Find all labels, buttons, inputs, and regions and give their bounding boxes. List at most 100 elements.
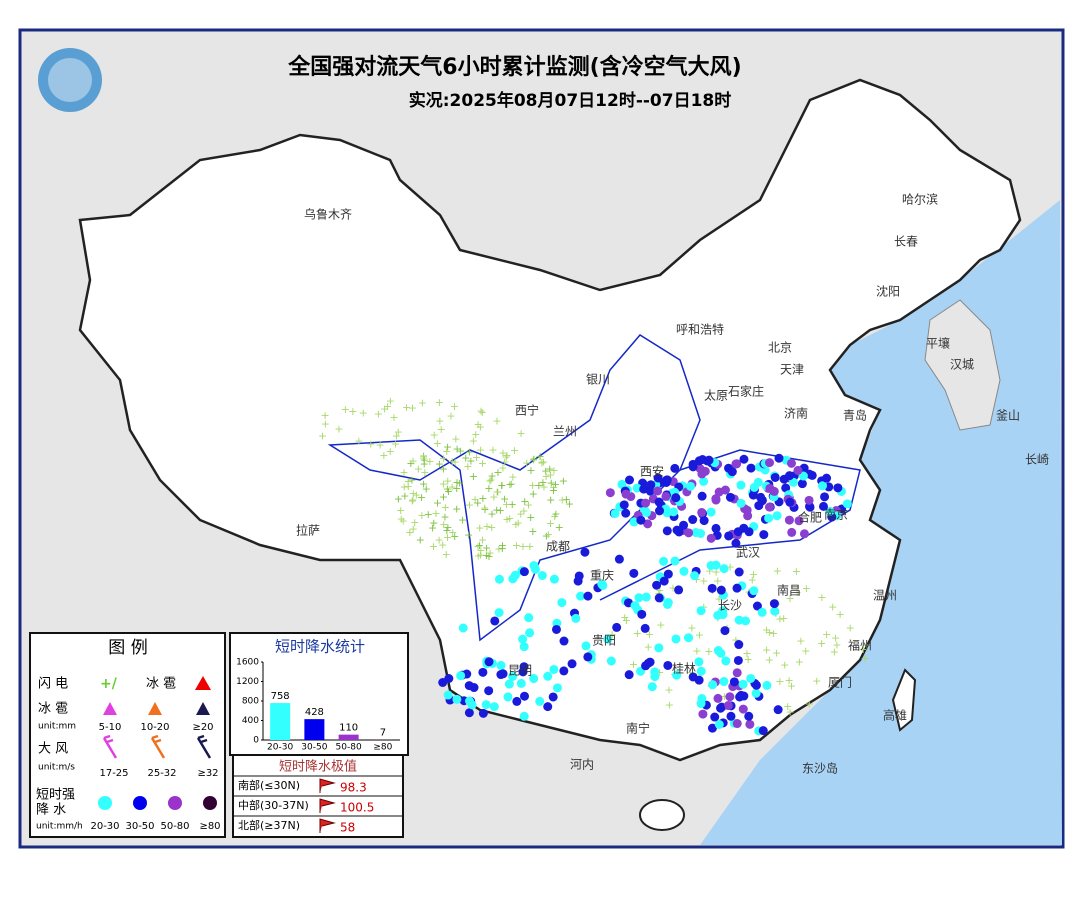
lightning: + — [633, 627, 642, 640]
rain-dot — [652, 581, 661, 590]
rain-dot — [641, 661, 650, 670]
rain-dot — [697, 699, 706, 708]
chart-title: 短时降水统计 — [275, 638, 365, 656]
extreme-value: 100.5 — [340, 801, 374, 815]
lightning: + — [551, 507, 560, 520]
rain-dot — [749, 586, 758, 595]
lightning: + — [476, 443, 485, 456]
lightning: + — [464, 528, 473, 541]
rain-dot — [637, 610, 646, 619]
rain-dot — [622, 490, 631, 499]
legend-class: ≥32 — [197, 768, 218, 779]
rain-dot — [793, 466, 802, 475]
place-label: 长崎 — [1025, 453, 1049, 467]
rain-dot — [734, 640, 743, 649]
rain-dot — [499, 669, 508, 678]
lightning: + — [518, 540, 527, 553]
rain-dot — [737, 499, 746, 508]
rain-dot — [495, 608, 504, 617]
rain-dot — [568, 659, 577, 668]
rain-dot — [749, 491, 758, 500]
rain-dot — [818, 481, 827, 490]
place-label: 厦门 — [828, 675, 852, 690]
place-label: 福州 — [848, 638, 872, 653]
lightning-symbol: +/ — [100, 676, 118, 692]
place-label: 太原 — [704, 388, 728, 403]
lightning: + — [786, 705, 795, 718]
rain-dot — [726, 712, 735, 721]
rain-dot — [655, 498, 664, 507]
rain-dot — [736, 481, 745, 490]
lightning: + — [435, 396, 444, 409]
rain-symbol — [98, 796, 112, 810]
lightning: + — [620, 611, 629, 624]
rain-dot — [662, 478, 671, 487]
lightning: + — [420, 454, 429, 467]
lightning: + — [817, 591, 826, 604]
place-label: 昆明 — [508, 664, 532, 678]
legend-class: 30-50 — [125, 821, 154, 832]
rain-symbol — [168, 796, 182, 810]
lightning: + — [664, 684, 673, 697]
rain-dot — [787, 528, 796, 537]
rain-dot — [712, 524, 721, 533]
title: 全国强对流天气6小时累计监测(含冷空气大风) — [287, 54, 741, 80]
place-label: 北京 — [768, 341, 792, 355]
rain-dot — [688, 515, 697, 524]
rain-dot — [745, 720, 754, 729]
rain-dot — [697, 667, 706, 676]
lightning: + — [487, 470, 496, 483]
rain-dot — [675, 527, 684, 536]
rain-dot — [508, 574, 517, 583]
lightning: + — [502, 498, 511, 511]
rain-dot — [739, 680, 748, 689]
rain-dot — [456, 671, 465, 680]
rain-dot — [550, 575, 559, 584]
lightning: + — [846, 621, 855, 634]
legend-label: 大 风 — [38, 742, 68, 757]
rain-dot — [750, 483, 759, 492]
place-label: 南京 — [824, 507, 848, 522]
rain-dot — [465, 708, 474, 717]
lightning: + — [802, 582, 811, 595]
place-label: 东沙岛 — [802, 761, 838, 776]
lightning: + — [545, 463, 554, 476]
rain-dot — [654, 643, 663, 652]
rain-dot — [762, 681, 771, 690]
lightning: + — [775, 675, 784, 688]
region: 中部(30-37N) — [238, 798, 309, 812]
place-label: 重庆 — [590, 569, 614, 583]
lightning: + — [526, 511, 535, 524]
lightning: + — [334, 422, 343, 435]
lightning: + — [389, 411, 398, 424]
bar — [270, 703, 290, 740]
rain-dot — [663, 526, 672, 535]
lightning: + — [433, 437, 442, 450]
rain-dot — [764, 514, 773, 523]
lightning: + — [787, 680, 796, 693]
rain-dot — [664, 570, 673, 579]
rain-dot — [743, 511, 752, 520]
rain-dot — [674, 585, 683, 594]
rain-dot — [696, 529, 705, 538]
rain-dot — [679, 567, 688, 576]
rain-dot — [482, 700, 491, 709]
lightning: + — [476, 405, 485, 418]
rain-dot — [543, 672, 552, 681]
legend-class: ≥20 — [192, 722, 213, 733]
place-label: 河内 — [570, 758, 594, 772]
rain-dot — [771, 473, 780, 482]
rain-dot — [725, 692, 734, 701]
rain-dot — [607, 657, 616, 666]
lightning: + — [817, 637, 826, 650]
lightning: + — [498, 542, 507, 555]
rain-dot — [752, 681, 761, 690]
lightning: + — [429, 540, 438, 553]
rain-dot — [535, 697, 544, 706]
rain-dot — [648, 682, 657, 691]
place-label: 高雄 — [883, 708, 907, 723]
lightning: + — [835, 608, 844, 621]
lightning: + — [484, 482, 493, 495]
rain-dot — [822, 474, 831, 483]
place-label: 呼和浩特 — [676, 322, 724, 337]
